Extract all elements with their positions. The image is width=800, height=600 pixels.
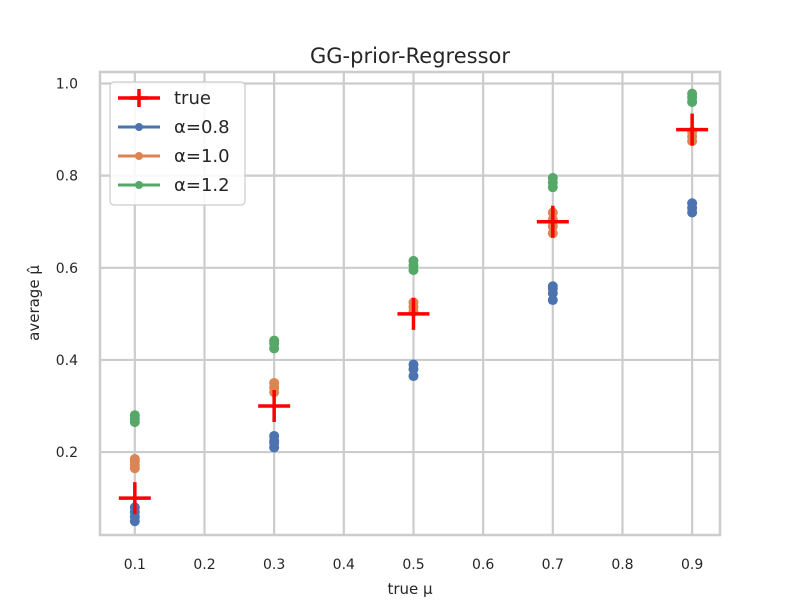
legend-plus-marker	[130, 89, 148, 107]
legend-label: α=0.8	[174, 117, 230, 138]
legend-label: α=1.0	[174, 146, 230, 167]
point-alpha-0-8	[547, 281, 558, 292]
x-tick-label: 0.7	[542, 557, 564, 573]
point-alpha-1-2	[269, 335, 280, 346]
true-value-marker	[118, 482, 151, 515]
point-alpha-0-8	[408, 359, 419, 370]
point-alpha-1-0	[269, 377, 280, 388]
x-tick-label: 0.2	[193, 557, 215, 573]
true-value-marker	[676, 113, 709, 146]
legend-circle-marker	[135, 123, 143, 131]
y-tick-label: 0.4	[56, 353, 78, 369]
point-alpha-1-2	[408, 255, 419, 266]
y-tick-label: 0.8	[56, 169, 78, 185]
x-tick-label: 0.1	[124, 557, 146, 573]
legend-entry-alpha-1-2: α=1.2	[118, 175, 230, 196]
y-tick-label: 0.2	[56, 445, 78, 461]
data-marks	[118, 88, 709, 527]
point-alpha-1-2	[129, 410, 140, 421]
grid-lines	[100, 72, 720, 535]
legend-label: α=1.2	[174, 175, 230, 196]
x-tick-label: 0.4	[333, 557, 355, 573]
plot-frame	[98, 70, 722, 537]
point-alpha-1-2	[547, 172, 558, 183]
true-value-marker	[536, 205, 569, 238]
point-alpha-0-8	[687, 198, 698, 209]
x-tick-label: 0.6	[472, 557, 494, 573]
legend-box	[109, 81, 246, 206]
true-value-marker	[397, 297, 430, 330]
legend-label: true	[174, 88, 211, 109]
legend-entry-alpha-1-0: α=1.0	[118, 146, 230, 167]
tick-labels: 0.1 0.2 0.3 0.4 0.5 0.6 0.7 0.8 0.9 0.2 0.4 0.6 0.8 1…	[56, 77, 704, 573]
y-axis-label: average μ̂	[25, 265, 43, 341]
legend-circle-marker	[135, 152, 143, 160]
legend: true α=0.8 α=1.0 α=1.2	[109, 81, 246, 206]
y-tick-label: 0.6	[56, 261, 78, 277]
x-tick-label: 0.3	[263, 557, 285, 573]
legend-circle-marker	[135, 181, 143, 189]
point-alpha-1-0	[129, 453, 140, 464]
y-tick-label: 1.0	[56, 77, 78, 93]
chart-title: GG-prior-Regressor	[310, 44, 510, 68]
point-alpha-1-2	[687, 88, 698, 99]
point-alpha-0-8	[269, 430, 280, 441]
legend-entry-true: true	[118, 88, 211, 109]
legend-entry-alpha-0-8: α=0.8	[118, 117, 230, 138]
point-alpha-0-8	[547, 295, 558, 306]
x-tick-label: 0.8	[611, 557, 633, 573]
x-tick-label: 0.5	[402, 557, 424, 573]
true-value-marker	[258, 390, 291, 423]
x-tick-label: 0.9	[681, 557, 703, 573]
point-alpha-0-8	[408, 371, 419, 382]
x-axis-label: true μ	[387, 580, 433, 598]
